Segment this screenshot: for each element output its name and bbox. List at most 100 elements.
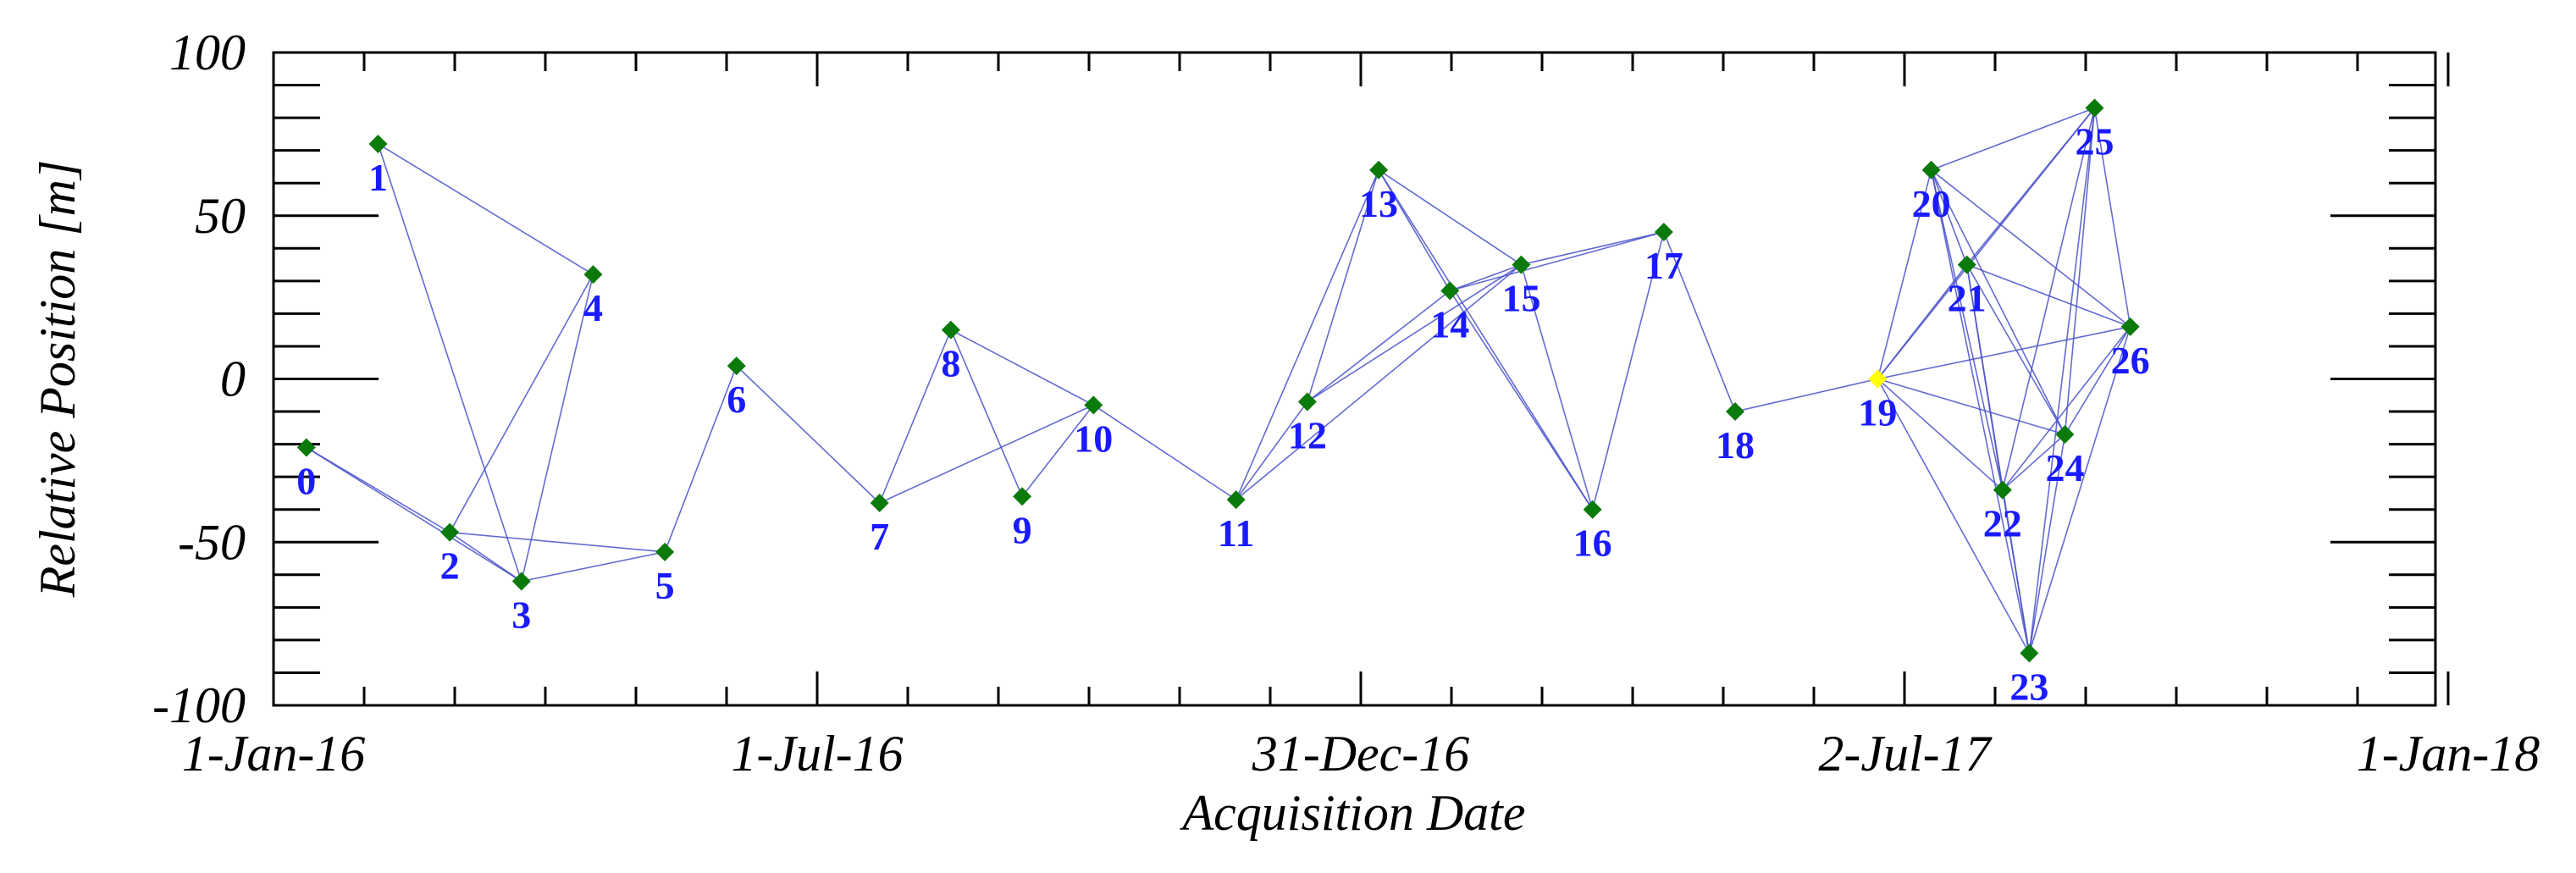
connection-line [1877,326,2131,380]
x-tick-label: 31-Dec-16 [1252,726,1470,782]
axis-ticks [272,51,2450,707]
data-point [1993,480,2012,500]
connection-line [1449,263,1522,292]
data-point [2020,644,2039,663]
data-point [1084,395,1103,415]
point-label: 8 [941,342,960,385]
connection-line [1931,107,2095,171]
point-label: 20 [1912,182,1951,225]
y-tick-label: 100 [169,25,246,80]
point-label: 13 [1359,182,1398,225]
connection-line [1930,169,2031,654]
connection-line [2002,326,2131,491]
connection-line [2064,326,2131,435]
point-label: 26 [2111,339,2150,382]
connection-line [450,531,666,553]
data-point [583,265,603,285]
data-point [1726,402,1745,422]
data-point [1440,281,1460,301]
point-label: 1 [368,156,388,199]
connection-line [306,446,522,583]
connection-line [1966,263,2131,328]
connection-line [2028,434,2066,654]
connection-line [2064,108,2096,435]
connection-lines [306,107,2131,654]
data-point [1226,490,1246,510]
connection-line [878,329,952,504]
connection-line [1449,290,1594,511]
point-label: 11 [1218,511,1254,555]
x-tick-label: 2-Jul-17 [1818,726,1993,782]
connection-line [377,143,522,582]
connection-line [1930,169,2066,435]
point-label: 10 [1074,417,1113,460]
point-label: 25 [2076,120,2114,163]
point-label: 5 [655,564,675,607]
connection-line [449,532,522,583]
data-point [1654,223,1673,242]
data-point [727,356,746,376]
point-label: 19 [1858,391,1897,434]
data-point [2085,98,2104,118]
point-label: 17 [1645,244,1683,287]
data-point [1583,500,1602,519]
connection-line [879,404,1094,504]
connection-line [1235,169,1379,500]
connection-line [1520,264,1594,510]
x-tick-labels: 1-Jan-16 1-Jul-16 31-Dec-16 2-Jul-17 1-Jan-1… [182,726,2540,782]
connection-line [1877,378,2065,435]
master-point [1868,369,1888,389]
point-label: 4 [583,286,603,329]
point-label: 21 [1948,277,1987,320]
point-label: 9 [1013,508,1032,551]
connection-line [1877,169,1932,379]
connection-line [1930,169,2004,490]
data-point [368,134,388,153]
data-point [1297,392,1317,412]
connection-line [1307,263,1522,403]
data-point [2120,317,2140,336]
point-label: 6 [727,378,746,421]
y-tick-label: 50 [195,188,246,244]
connection-line [1450,231,1665,292]
data-point [1013,487,1032,506]
connection-line [1307,169,1379,402]
connection-line [2028,326,2131,654]
connection-line [1965,264,2066,435]
point-label: 14 [1430,302,1469,345]
connection-line [1877,378,2004,491]
point-label: 12 [1288,413,1327,456]
data-point [1369,160,1389,180]
connection-line [1378,169,1522,266]
data-point [941,320,960,340]
plot-frame [272,51,2437,707]
connection-line [2001,489,2031,654]
data-point [1512,255,1531,274]
data-point [296,438,316,457]
y-tick-label: -50 [178,514,246,570]
connection-line [1235,401,1308,500]
data-point [655,542,675,561]
point-label: 16 [1573,522,1612,565]
point-labels: 0123456789101112131415161718192021222324… [296,120,2149,709]
x-tick-label: 1-Jan-16 [182,726,366,782]
connection-line [664,365,738,553]
point-label: 3 [511,594,531,637]
point-label: 22 [1983,502,2022,545]
y-tick-label: -100 [152,677,246,733]
point-label: 23 [2009,665,2048,708]
connection-line [2093,108,2131,327]
connection-line [1521,231,1665,266]
connection-line [1021,404,1094,497]
x-axis-title: Acquisition Date [1180,785,1526,841]
connection-line [1966,108,2096,266]
point-label: 18 [1716,423,1755,467]
connection-line [1591,231,1665,510]
connection-line [1092,404,1237,500]
point-label: 2 [440,544,460,588]
connection-line [1930,169,1968,265]
data-points [296,98,2140,663]
y-tick-labels: 100 50 0 -50 -100 [152,25,246,733]
connection-line [1307,290,1451,403]
connection-line [1378,169,1594,511]
